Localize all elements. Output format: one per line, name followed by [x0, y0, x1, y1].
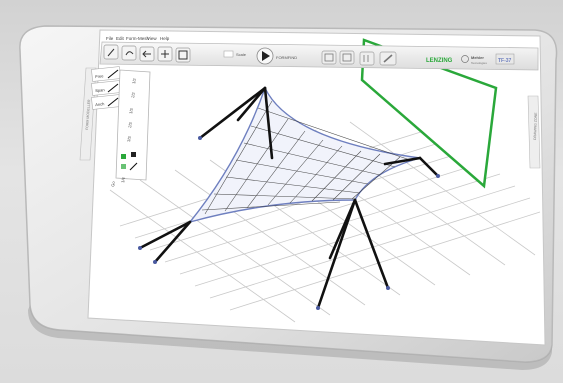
- arrows-icon: [161, 50, 169, 58]
- menu-file[interactable]: File: [106, 36, 114, 41]
- palette-item-4[interactable]: 2/3: [127, 121, 133, 128]
- palette-green-swatch-2[interactable]: [121, 164, 126, 169]
- palette-footer[interactable]: Go: [110, 180, 116, 187]
- palette-line-icon: [129, 162, 138, 171]
- masts[interactable]: [138, 86, 440, 310]
- tool-card-span-label: Span: [95, 87, 105, 93]
- menu-help[interactable]: Help: [160, 36, 170, 41]
- badge-frame: [495, 53, 515, 65]
- fit-icon: [178, 50, 188, 60]
- undo-icon: [125, 51, 134, 56]
- scale-input[interactable]: [223, 50, 234, 58]
- columns-button[interactable]: [359, 51, 375, 66]
- palette-item-1[interactable]: 1/2: [131, 77, 137, 84]
- print-button[interactable]: [339, 50, 355, 65]
- camera-icon: [324, 53, 334, 62]
- left-side-label: FORM MODELLER: [85, 99, 91, 130]
- right-side-label: DRAWING ZONE: [533, 112, 538, 140]
- print-icon: [342, 53, 352, 62]
- play-label: FORMFIND: [276, 55, 297, 60]
- pointer-icon: [107, 48, 115, 57]
- tool-card-span-icon: [107, 83, 119, 93]
- toolbar: File Edit Form-Mesh View Help: [99, 36, 539, 71]
- tool-card-free-icon: [107, 69, 119, 79]
- mast-anchors[interactable]: [138, 136, 440, 310]
- brand-partner: Mehler: [471, 55, 484, 60]
- arrow-left-icon: [142, 50, 151, 58]
- menu-bar: File Edit Form-Mesh View Help: [106, 36, 170, 41]
- palette-black-swatch[interactable]: [131, 152, 136, 157]
- palette-green-swatch[interactable]: [121, 154, 126, 159]
- right-side-strip: DRAWING ZONE: [527, 95, 541, 169]
- app-screen: File Edit Form-Mesh View Help: [79, 29, 546, 346]
- palette-panel: 1/2 2/2 1/3 2/3 3/3 1/4 Go: [110, 69, 151, 187]
- tool-card-anch-label: Anch: [95, 101, 105, 107]
- brand-partner-sub: Texnologies: [471, 61, 487, 65]
- undo-tool-button[interactable]: [121, 45, 137, 61]
- tool-cards: Free Span Anch: [91, 66, 121, 110]
- palette-item-5[interactable]: 3/3: [126, 135, 132, 142]
- palette-item-3[interactable]: 1/3: [128, 107, 134, 114]
- palette-item-6[interactable]: 1/4: [120, 176, 126, 183]
- tool-card-free-label: Free: [95, 73, 104, 79]
- play-icon: [262, 51, 270, 61]
- camera-button[interactable]: [321, 50, 337, 65]
- menu-form-mesh[interactable]: Form-Mesh: [126, 36, 149, 41]
- partner-logo-icon: [461, 55, 469, 63]
- scale-label: Scale: [236, 52, 247, 57]
- palette-item-2[interactable]: 2/2: [130, 91, 136, 98]
- pen-icon: [383, 54, 393, 63]
- fit-tool-button[interactable]: [175, 47, 191, 63]
- menu-view[interactable]: View: [147, 36, 157, 41]
- columns-icon: [363, 55, 369, 62]
- brand-badge: TF-37: [498, 58, 512, 64]
- menu-edit[interactable]: Edit: [116, 36, 125, 41]
- brand-lenzing: LENZING: [426, 58, 453, 64]
- tool-card-anch-icon: [107, 97, 119, 107]
